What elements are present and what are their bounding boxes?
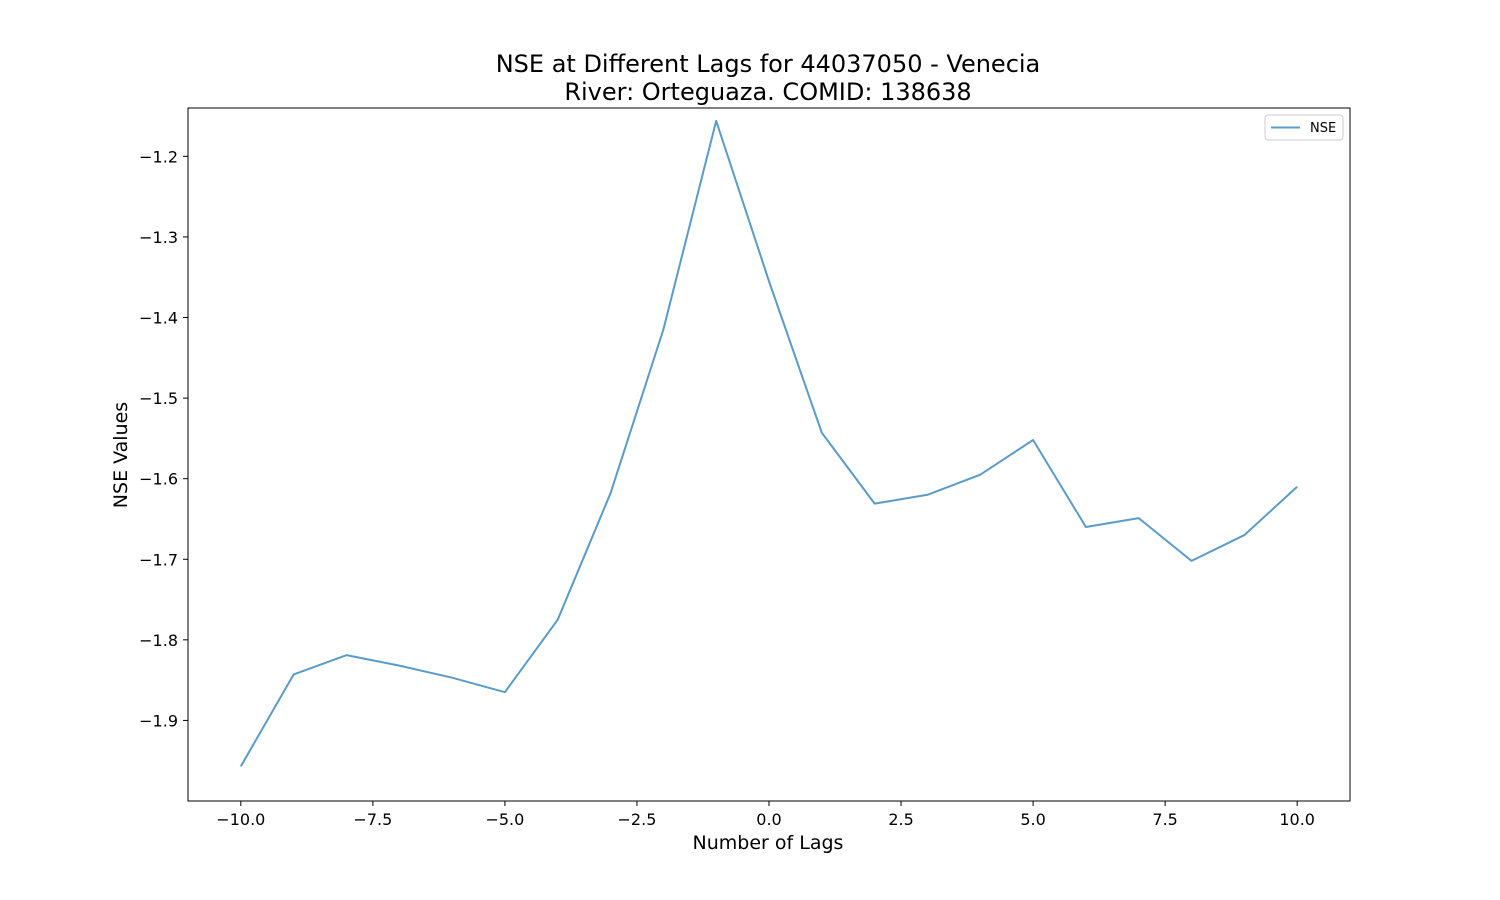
legend-box [1264, 114, 1344, 141]
legend-label: NSE [1310, 121, 1336, 136]
y-axis-label: NSE Values [110, 402, 132, 508]
y-axis-ticks: −1.9 −1.8 −1.7 −1.6 −1.5 −1.4 −1.3 −1.2 [139, 147, 188, 730]
y-tick-label: −1.6 [139, 470, 178, 489]
x-tick-label: 7.5 [1152, 810, 1177, 829]
data-point [504, 691, 506, 693]
x-tick-label: 0.0 [756, 810, 781, 829]
series-line-nse [239, 119, 1298, 767]
x-tick-label: 10.0 [1279, 810, 1315, 829]
data-point [1138, 517, 1140, 519]
data-point [345, 654, 347, 656]
x-tick-label: 2.5 [888, 810, 913, 829]
data-point [821, 432, 823, 434]
data-point [768, 280, 770, 282]
data-point [398, 665, 400, 667]
data-point [1296, 486, 1298, 488]
data-point [1032, 439, 1034, 441]
y-tick-label: −1.9 [139, 711, 178, 730]
data-point [293, 673, 295, 675]
data-point [715, 120, 717, 122]
x-tick-label: −7.5 [353, 810, 392, 829]
x-tick-label: −5.0 [485, 810, 524, 829]
y-tick-label: −1.4 [139, 309, 178, 328]
data-point [662, 329, 664, 331]
legend: NSE [1264, 114, 1344, 141]
data-point [557, 619, 559, 621]
y-tick-label: −1.8 [139, 631, 178, 650]
data-point [240, 765, 242, 767]
data-point [926, 494, 928, 496]
chart-subtitle: River: Orteguaza. COMID: 138638 [564, 78, 971, 106]
data-point [1191, 560, 1193, 562]
x-axis-ticks: −10.0 −7.5 −5.0 −2.5 0.0 2.5 5.0 7.5 10.0 [216, 801, 1315, 829]
y-tick-label: −1.3 [139, 228, 178, 247]
x-tick-label: −10.0 [216, 810, 265, 829]
plot-frame [187, 107, 1351, 802]
data-point [1243, 534, 1245, 536]
chart-title: NSE at Different Lags for 44037050 - Ven… [496, 50, 1041, 78]
x-tick-label: 5.0 [1020, 810, 1045, 829]
y-tick-label: −1.5 [139, 389, 178, 408]
data-point [451, 677, 453, 679]
x-axis-label: Number of Lags [693, 832, 844, 854]
series-layer [239, 119, 1298, 767]
data-point [979, 474, 981, 476]
data-point [610, 492, 612, 494]
y-tick-label: −1.7 [139, 550, 178, 569]
y-tick-label: −1.2 [139, 147, 178, 166]
data-point [874, 503, 876, 505]
data-point [1085, 526, 1087, 528]
x-tick-label: −2.5 [618, 810, 657, 829]
